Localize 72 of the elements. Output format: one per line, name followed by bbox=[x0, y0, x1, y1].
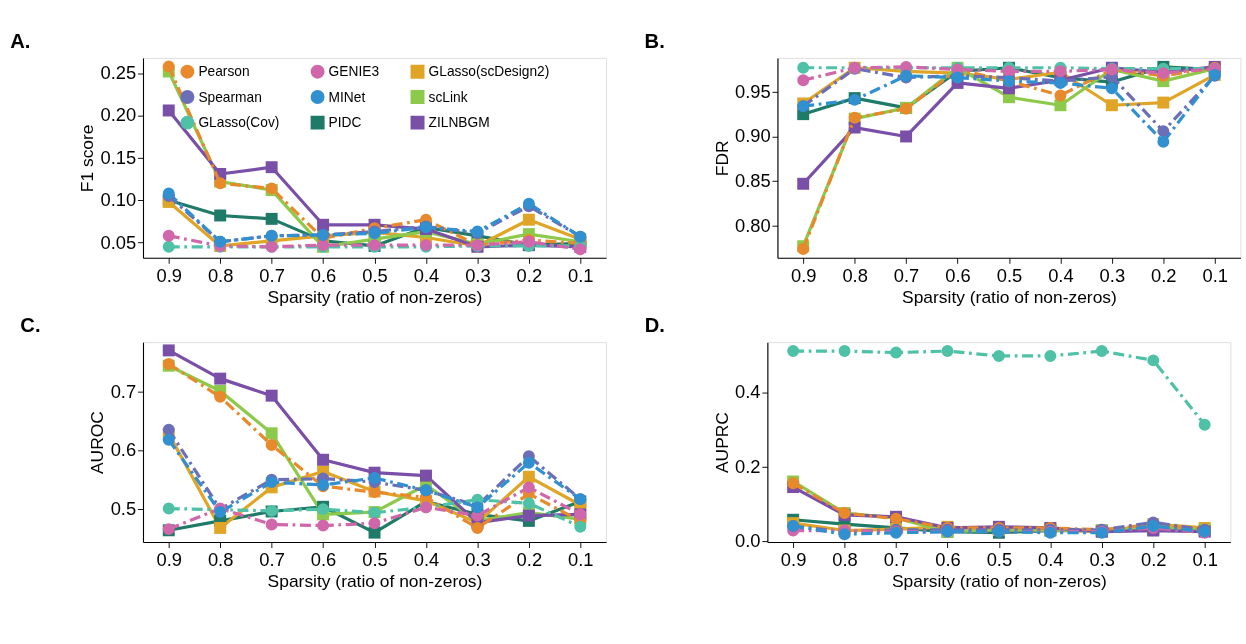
x-tick-label: 0.9 bbox=[790, 265, 817, 287]
x-tick-label: 0.4 bbox=[413, 265, 440, 287]
y-tick-label: 0.80 bbox=[734, 214, 771, 236]
x-tick-label: 0.1 bbox=[568, 265, 594, 287]
x-tick-label: 0.8 bbox=[842, 265, 868, 287]
x-tick-label: 0.8 bbox=[832, 549, 858, 571]
y-tick-label: 0.4 bbox=[735, 381, 761, 403]
y-tick-label: 0.0 bbox=[735, 529, 761, 551]
y-tick-label: 0.95 bbox=[734, 80, 771, 102]
legend-label: scLink bbox=[428, 89, 468, 105]
y-tick-label: 0.20 bbox=[100, 104, 137, 126]
y-axis-title: FDR bbox=[711, 140, 732, 177]
chart-title: D. bbox=[644, 314, 665, 337]
x-tick-label: 0.7 bbox=[893, 265, 920, 287]
x-axis-title: Sparsity (ratio of non-zeros) bbox=[902, 287, 1117, 308]
x-tick-label: 0.6 bbox=[935, 549, 961, 571]
y-tick-label: 0.5 bbox=[110, 498, 137, 520]
x-tick-label: 0.3 bbox=[465, 265, 491, 287]
x-tick-label: 0.3 bbox=[1099, 265, 1126, 287]
legend-label: MINet bbox=[328, 89, 366, 105]
y-tick-label: 0.25 bbox=[100, 62, 137, 84]
chart-title: B. bbox=[644, 29, 665, 52]
x-tick-label: 0.1 bbox=[568, 549, 594, 571]
x-tick-label: 0.6 bbox=[945, 265, 971, 287]
x-tick-label: 0.9 bbox=[156, 265, 182, 287]
x-tick-label: 0.7 bbox=[259, 549, 285, 571]
y-tick-label: 0.2 bbox=[735, 455, 761, 477]
chart-title: A. bbox=[10, 29, 31, 52]
x-tick-label: 0.2 bbox=[1140, 549, 1167, 571]
x-tick-label: 0.2 bbox=[516, 549, 543, 571]
y-tick-label: 0.15 bbox=[100, 146, 137, 168]
legend-label: Spearman bbox=[198, 89, 262, 105]
x-tick-label: 0.1 bbox=[1192, 549, 1218, 571]
y-tick-label: 0.85 bbox=[734, 170, 771, 192]
x-tick-label: 0.5 bbox=[362, 549, 388, 571]
x-axis-title: Sparsity (ratio of non-zeros) bbox=[267, 571, 483, 592]
x-tick-label: 0.2 bbox=[1151, 265, 1177, 287]
y-tick-label: 0.90 bbox=[734, 125, 771, 147]
x-tick-label: 0.4 bbox=[1048, 265, 1074, 287]
x-axis-title: Sparsity (ratio of non-zeros) bbox=[267, 287, 483, 308]
x-tick-label: 0.9 bbox=[780, 549, 807, 571]
x-tick-label: 0.4 bbox=[413, 549, 440, 571]
y-axis-title: AUPRC bbox=[711, 412, 732, 474]
x-tick-label: 0.3 bbox=[465, 549, 491, 571]
y-tick-label: 0.05 bbox=[100, 231, 137, 253]
x-tick-label: 0.5 bbox=[996, 265, 1023, 287]
legend-label: GLasso(Cov) bbox=[198, 115, 280, 131]
x-tick-label: 0.7 bbox=[883, 549, 910, 571]
x-tick-label: 0.4 bbox=[1038, 549, 1064, 571]
x-tick-label: 0.2 bbox=[516, 265, 543, 287]
x-tick-label: 0.1 bbox=[1202, 265, 1228, 287]
y-axis-title: F1 score bbox=[77, 124, 98, 193]
chart-title: C. bbox=[20, 314, 41, 337]
y-tick-label: 0.10 bbox=[100, 189, 137, 211]
x-tick-label: 0.6 bbox=[310, 265, 337, 287]
x-tick-label: 0.3 bbox=[1089, 549, 1115, 571]
y-tick-label: 0.7 bbox=[110, 380, 137, 402]
x-tick-label: 0.5 bbox=[362, 265, 388, 287]
x-tick-label: 0.9 bbox=[156, 549, 182, 571]
legend-label: PIDC bbox=[328, 115, 362, 131]
x-tick-label: 0.6 bbox=[310, 549, 337, 571]
x-tick-label: 0.5 bbox=[986, 549, 1013, 571]
legend-label: Pearson bbox=[198, 64, 250, 80]
legend-label: GLasso(scDesign2) bbox=[428, 64, 550, 80]
x-tick-label: 0.8 bbox=[207, 549, 234, 571]
legend-label: GENIE3 bbox=[328, 64, 380, 80]
y-tick-label: 0.6 bbox=[110, 439, 137, 461]
x-tick-label: 0.8 bbox=[207, 265, 234, 287]
legend-label: ZILNBGM bbox=[428, 115, 490, 131]
y-axis-title: AUROC bbox=[87, 411, 108, 475]
x-axis-title: Sparsity (ratio of non-zeros) bbox=[891, 571, 1107, 592]
x-tick-label: 0.7 bbox=[259, 265, 285, 287]
